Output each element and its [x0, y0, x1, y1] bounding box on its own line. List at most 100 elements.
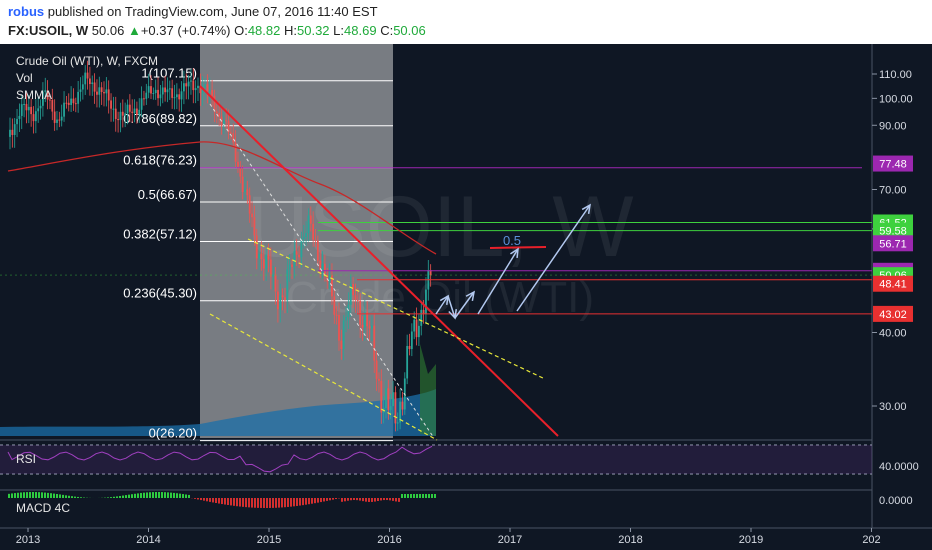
candle-body — [11, 129, 14, 135]
candle-body — [152, 93, 155, 95]
candle-body — [366, 312, 369, 327]
candle-body — [281, 295, 284, 298]
candle-body — [74, 103, 77, 105]
candle-body — [363, 312, 366, 328]
author-link[interactable]: robus — [8, 4, 45, 19]
candle-body — [396, 422, 399, 424]
chart-canvas[interactable]: USOIL, W Crude Oil (WTI) 1(107.15)0.786(… — [0, 44, 932, 550]
candle-body — [222, 120, 225, 126]
candle-body — [324, 263, 326, 275]
macd-bar — [269, 498, 271, 508]
candle-body — [126, 104, 129, 114]
macd-bar — [47, 492, 49, 498]
macd-bar — [425, 494, 427, 498]
macd-bar — [305, 498, 307, 505]
macd-bar — [155, 492, 157, 498]
symbol-label[interactable]: FX:USOIL, W — [8, 23, 89, 38]
candle-body — [67, 102, 70, 105]
rsi-label: RSI — [16, 452, 36, 466]
macd-bar — [293, 498, 295, 507]
price-label-text: 48.41 — [879, 279, 907, 291]
x-tick-label: 2013 — [16, 534, 40, 546]
target-red-line — [489, 246, 547, 249]
candle-body — [192, 80, 195, 91]
macd-bar — [395, 498, 397, 502]
macd-bar — [392, 498, 394, 501]
macd-bar — [62, 494, 64, 498]
macd-bar — [80, 497, 82, 498]
macd-bar — [74, 496, 76, 498]
legend-title: Crude Oil (WTI), W, FXCM — [16, 54, 158, 68]
candle-body — [265, 254, 268, 269]
macd-bar — [323, 498, 325, 502]
candle-body — [98, 87, 101, 95]
candle-body — [239, 166, 242, 177]
candle-body — [215, 111, 218, 114]
candle-body — [385, 388, 387, 409]
candle-body — [81, 84, 84, 90]
macd-bar — [371, 498, 373, 502]
candle-body — [150, 86, 152, 94]
price-label-text: 43.02 — [879, 309, 907, 321]
candle-body — [51, 99, 54, 112]
candle-body — [63, 102, 65, 117]
candle-body — [70, 98, 72, 105]
volume-area — [0, 344, 436, 436]
macd-bar — [299, 498, 301, 506]
candle-body — [293, 251, 296, 267]
macd-bar — [251, 498, 253, 508]
candle-body — [302, 236, 305, 240]
macd-bar — [263, 498, 265, 508]
diagonal-dashed-line — [209, 103, 435, 439]
candle-body — [121, 111, 124, 116]
macd-bar — [179, 493, 181, 498]
candle-body — [422, 309, 425, 314]
candle-body — [413, 319, 416, 332]
candle-body — [131, 111, 134, 113]
macd-bar — [29, 492, 31, 498]
candle-body — [136, 108, 138, 115]
candle-body — [100, 87, 103, 92]
candle-body — [145, 92, 148, 99]
candle-body — [340, 340, 343, 350]
candle-body — [345, 317, 347, 321]
macd-bar — [197, 498, 199, 500]
candle-body — [27, 106, 30, 111]
macd-bar — [119, 495, 121, 498]
main-trendline — [199, 85, 559, 437]
candle-body — [371, 325, 373, 329]
macd-bar — [71, 496, 73, 498]
candle-body — [429, 270, 432, 276]
low-label: L: — [333, 23, 345, 38]
candle-body — [175, 94, 178, 98]
macd-bar — [383, 498, 385, 501]
rsi-tick-label: 40.0000 — [879, 461, 919, 473]
macd-bar — [386, 498, 388, 501]
macd-bar — [344, 498, 346, 502]
candle-body — [20, 104, 23, 116]
macd-bar — [35, 492, 37, 498]
candle-body — [338, 314, 340, 341]
candle-body — [225, 120, 228, 122]
macd-bar — [389, 498, 391, 501]
publish-info: published on TradingView.com, June 07, 2… — [47, 4, 378, 19]
candle-body — [23, 103, 25, 105]
candle-body — [42, 91, 44, 106]
macd-bar — [413, 494, 415, 498]
macd-tick-label: 0.0000 — [879, 495, 913, 507]
arrow-head-icon — [510, 247, 519, 259]
candle-body — [255, 235, 258, 259]
macd-bar — [368, 498, 370, 502]
candle-body — [389, 406, 392, 410]
y-tick-label: 100.00 — [879, 93, 913, 105]
candle-body — [166, 89, 169, 93]
macd-bar — [320, 498, 322, 503]
price-label-box — [873, 222, 913, 239]
arrow-head-icon — [465, 290, 476, 301]
candle-body — [32, 114, 35, 122]
macd-bar — [158, 492, 160, 498]
macd-bar — [428, 494, 430, 498]
macd-bar — [377, 498, 379, 501]
macd-bar — [326, 498, 328, 501]
candle-body — [373, 325, 376, 361]
